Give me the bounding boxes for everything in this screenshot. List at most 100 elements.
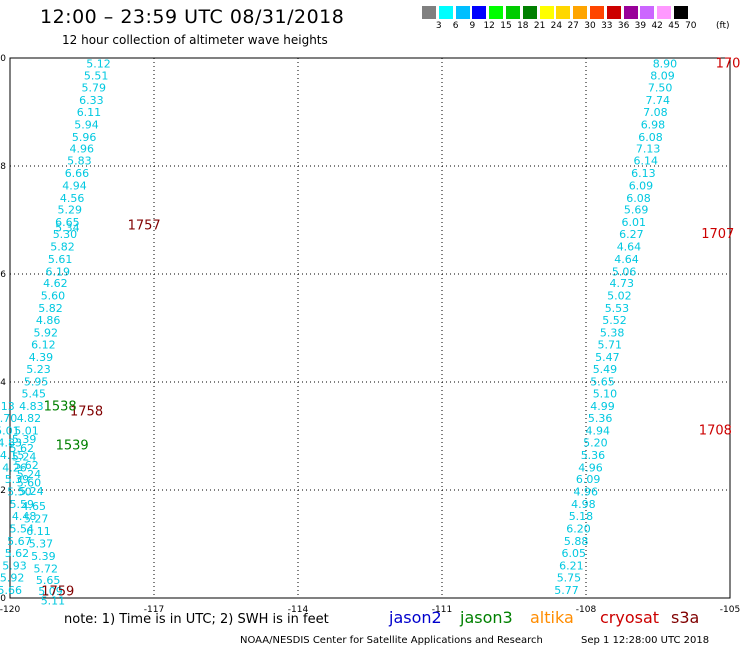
wave-height-point: 5.92	[34, 326, 59, 339]
legend-swatch	[489, 6, 504, 19]
legend-label: 27	[567, 21, 579, 31]
wave-height-point: 8.90	[653, 57, 678, 70]
wave-height-point: 4.96	[70, 143, 95, 156]
wave-height-point: 4.62	[43, 277, 68, 290]
wave-height-point: 6.65	[55, 216, 80, 229]
legend-label: 70	[685, 21, 697, 31]
time-label: 1707	[701, 227, 734, 242]
wave-height-point: 5.67	[7, 535, 32, 548]
x-tick-label: -120	[0, 605, 20, 615]
satellite-jason3: jason3	[460, 608, 513, 627]
wave-height-point: 4.96	[574, 486, 599, 499]
wave-height-point: 4.83	[0, 436, 22, 449]
wave-height-point: 5.94	[74, 118, 99, 131]
legend-label: 24	[550, 21, 563, 31]
y-tick-label: 10	[0, 54, 6, 64]
x-tick-label: -105	[720, 605, 740, 615]
wave-height-point: 5.38	[600, 326, 625, 339]
wave-height-point: 4.99	[590, 400, 615, 413]
wave-height-point: 6.11	[26, 525, 51, 538]
wave-height-point: 6.14	[634, 155, 659, 168]
wave-height-point: 6.05	[562, 547, 587, 560]
legend-label: 42	[651, 21, 663, 31]
legend-unit: (ft)	[716, 21, 730, 31]
time-label: 1759	[41, 585, 74, 600]
wave-height-point: 5.70	[0, 412, 17, 425]
time-label: 1539	[56, 439, 89, 454]
satellite-cryosat: cryosat	[600, 608, 660, 627]
wave-height-point: 4.86	[36, 314, 61, 327]
legend-swatch	[606, 6, 621, 19]
wave-height-point: 4.94	[62, 179, 87, 192]
legend-swatch	[472, 6, 487, 19]
wave-height-point: 5.36	[588, 412, 613, 425]
wave-height-point: 6.11	[77, 106, 102, 119]
legend-label: 36	[617, 21, 630, 31]
wave-height-point: 4.82	[17, 412, 42, 425]
legend-swatch	[438, 6, 453, 19]
wave-height-point: 4.64	[614, 253, 639, 266]
wave-height-point: 6.66	[65, 167, 90, 180]
wave-height-point: 5.59	[10, 498, 35, 511]
wave-height-point: 5.71	[598, 339, 623, 352]
wave-height-point: 4.83	[19, 400, 44, 413]
wave-height-point: 4.48	[12, 510, 37, 523]
footer-note: note: 1) Time is in UTC; 2) SWH is in fe…	[64, 612, 329, 627]
chart-title: 12:00 – 23:59 UTC 08/31/2018	[40, 6, 345, 28]
wave-height-point: 5.75	[557, 571, 582, 584]
wave-height-point: 5.02	[607, 290, 632, 303]
wave-height-point: 5.37	[29, 537, 54, 550]
legend-label: 30	[584, 21, 596, 31]
wave-height-point: 4.39	[29, 351, 54, 364]
wave-height-point: 5.23	[26, 363, 51, 376]
wave-height-point: 4.73	[610, 277, 635, 290]
wave-height-point: 6.12	[31, 339, 56, 352]
satellite-s3a: s3a	[671, 608, 700, 627]
wave-height-point: 5.36	[581, 449, 606, 462]
wave-height-point: 5.30	[53, 228, 78, 241]
wave-height-point: 6.20	[566, 522, 591, 535]
wave-height-point: 5.24	[19, 485, 44, 498]
wave-height-point: 5.12	[86, 57, 111, 70]
y-tick-label: 6	[0, 270, 6, 280]
wave-height-point: 5.06	[612, 265, 637, 278]
legend-swatch	[640, 6, 655, 19]
x-tick-label: -108	[576, 605, 597, 615]
time-label: 1538	[44, 399, 77, 414]
legend-swatch	[623, 6, 638, 19]
wave-height-point: 6.09	[629, 179, 654, 192]
legend-swatch	[506, 6, 520, 19]
wave-height-point: 6.33	[79, 94, 104, 107]
satellite-altika: altika	[530, 608, 574, 627]
time-label: 1706	[716, 56, 740, 71]
wave-height-point: 5.39	[31, 550, 56, 563]
legend-label: 12	[483, 21, 495, 31]
wave-height-point: 5.51	[84, 69, 109, 82]
wave-height-point: 5.13	[0, 400, 15, 413]
wave-height-point: 6.01	[622, 216, 647, 229]
legend-swatch	[590, 6, 604, 19]
wave-height-point: 5.52	[602, 314, 627, 327]
wave-height-point: 5.62	[10, 442, 35, 455]
wave-height-point: 6.13	[631, 167, 656, 180]
wave-height-point: 5.01	[0, 425, 20, 438]
wave-height-point: 7.74	[646, 94, 671, 107]
chart-subtitle: 12 hour collection of altimeter wave hei…	[62, 33, 328, 47]
wave-height-point: 8.09	[650, 69, 675, 82]
legend-label: 15	[500, 21, 512, 31]
y-tick-label: 2	[0, 486, 6, 496]
wave-height-point: 6.27	[619, 228, 644, 241]
wave-height-point: 6.09	[576, 473, 601, 486]
wave-height-point: 4.15	[0, 449, 24, 462]
wave-height-point: 5.10	[593, 387, 618, 400]
wave-height-point: 5.65	[590, 375, 615, 388]
wave-height-point: 4.96	[578, 461, 603, 474]
wave-height-point: 5.29	[58, 204, 83, 217]
wave-height-point: 5.79	[82, 82, 107, 95]
wave-height-point: 5.60	[41, 290, 66, 303]
y-tick-label: 8	[0, 162, 6, 172]
wave-height-point: 7.50	[648, 82, 673, 95]
wave-height-point: 4.65	[22, 500, 47, 513]
wave-height-point: 5.77	[554, 584, 579, 597]
